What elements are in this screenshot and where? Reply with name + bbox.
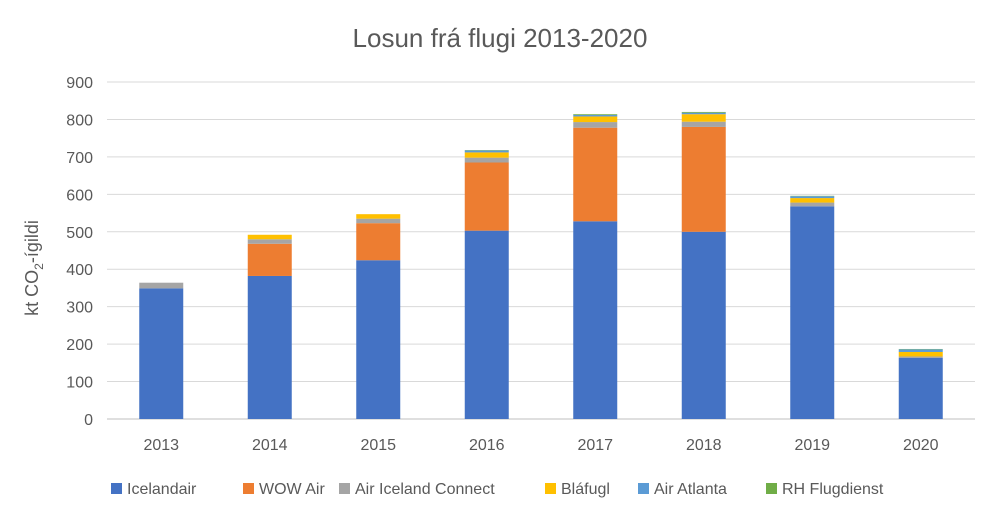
chart-title: Losun frá flugi 2013-2020 — [353, 23, 648, 53]
legend-swatch — [111, 483, 122, 494]
y-tick-label: 300 — [66, 300, 93, 317]
bar-segment-2-4 — [573, 122, 618, 128]
bar-segment-3-7 — [898, 351, 943, 357]
bar-segment-2-2 — [356, 218, 401, 224]
x-tick-label: 2016 — [469, 437, 505, 454]
bar-segment-4-7 — [898, 349, 943, 352]
legend-label: Icelandair — [127, 481, 197, 498]
x-tick-label: 2020 — [903, 437, 939, 454]
y-tick-label: 900 — [66, 75, 93, 92]
bar-segment-4-5 — [681, 112, 726, 115]
bar-segment-0-3 — [464, 230, 509, 419]
bar-segment-4-3 — [464, 150, 509, 153]
y-tick-label: 0 — [84, 412, 93, 429]
y-axis-label: kt CO2-ígildi — [22, 220, 46, 316]
bar-segment-5-5 — [681, 111, 726, 113]
x-tick-label: 2014 — [252, 437, 288, 454]
bar-segment-5-4 — [573, 114, 618, 115]
bar-segment-3-1 — [247, 234, 292, 240]
bar-segment-0-0 — [139, 288, 184, 419]
legend: Icelandair WOW Air Air Iceland Connect Bláf… — [111, 481, 884, 498]
bar-segment-0-5 — [681, 231, 726, 419]
bar-segment-0-2 — [356, 260, 401, 419]
bar-segment-0-6 — [790, 206, 835, 419]
x-tick-labels: 2013 2014 2015 2016 2017 2018 2019 2020 — [143, 437, 938, 454]
bar-segment-2-7 — [898, 356, 943, 358]
bar-segment-1-2 — [356, 223, 401, 261]
y-axis-label-suffix: -ígildi — [22, 220, 42, 263]
bar-segment-2-5 — [681, 121, 726, 127]
bar-segment-1-3 — [464, 162, 509, 231]
y-axis-label-main: kt CO — [22, 270, 42, 316]
y-tick-label: 200 — [66, 337, 93, 354]
bar-segment-2-3 — [464, 157, 509, 163]
bar-segment-0-7 — [898, 357, 943, 419]
legend-label: Air Iceland Connect — [355, 481, 495, 498]
bars — [139, 111, 943, 419]
x-tick-label: 2018 — [686, 437, 722, 454]
bar-segment-2-1 — [247, 239, 292, 244]
bar-segment-2-0 — [139, 282, 184, 289]
bar-segment-3-2 — [356, 214, 401, 219]
bar-segment-1-5 — [681, 126, 726, 232]
bar-segment-2-6 — [790, 202, 835, 207]
bar-segment-3-6 — [790, 198, 835, 203]
x-tick-label: 2013 — [143, 437, 179, 454]
bar-segment-1-1 — [247, 243, 292, 276]
legend-swatch — [638, 483, 649, 494]
legend-label: Air Atlanta — [654, 481, 727, 498]
bar-segment-3-4 — [573, 116, 618, 123]
y-tick-label: 700 — [66, 150, 93, 167]
y-tick-label: 600 — [66, 187, 93, 204]
bar-segment-4-6 — [790, 196, 835, 199]
y-tick-label: 100 — [66, 375, 93, 392]
legend-swatch — [339, 483, 350, 494]
x-tick-label: 2019 — [794, 437, 830, 454]
y-tick-label: 500 — [66, 225, 93, 242]
x-tick-label: 2015 — [360, 437, 396, 454]
x-tick-label: 2017 — [577, 437, 613, 454]
legend-swatch — [545, 483, 556, 494]
y-tick-labels: 0 100 200 300 400 500 600 700 800 900 — [66, 75, 93, 429]
legend-label: Bláfugl — [561, 481, 610, 498]
bar-segment-3-3 — [464, 152, 509, 158]
bar-segment-4-4 — [573, 114, 618, 117]
bar-segment-0-1 — [247, 275, 292, 419]
y-tick-label: 800 — [66, 112, 93, 129]
bar-segment-0-4 — [573, 221, 618, 419]
y-tick-label: 400 — [66, 262, 93, 279]
gridlines — [107, 81, 975, 420]
legend-label: WOW Air — [259, 481, 325, 498]
bar-segment-3-5 — [681, 114, 726, 122]
bar-segment-1-4 — [573, 127, 618, 222]
legend-swatch — [766, 483, 777, 494]
y-axis-label-subscript: 2 — [32, 263, 46, 270]
legend-swatch — [243, 483, 254, 494]
legend-label: RH Flugdienst — [782, 481, 884, 498]
